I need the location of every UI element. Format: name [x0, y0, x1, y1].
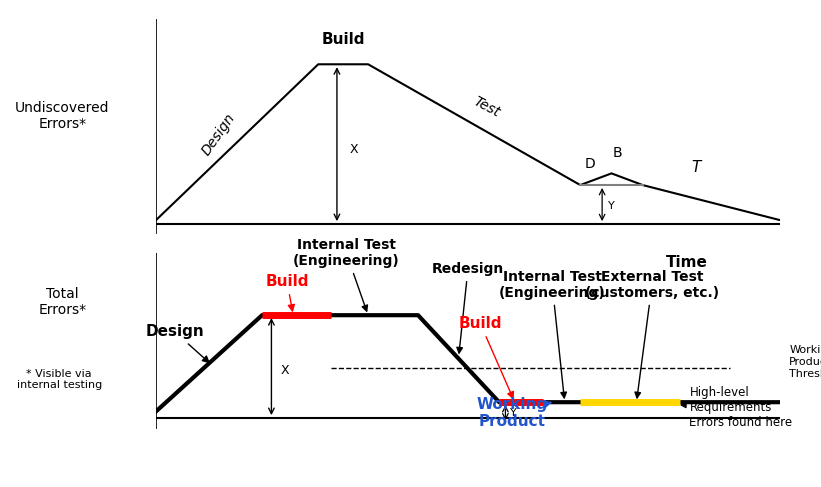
Text: Design: Design	[145, 324, 209, 362]
Text: Internal Test
(Engineering): Internal Test (Engineering)	[499, 269, 606, 398]
Text: High-level
Requirements
Errors found here: High-level Requirements Errors found her…	[681, 386, 792, 429]
Text: External Test
(customers, etc.): External Test (customers, etc.)	[585, 269, 719, 398]
Text: Total
Errors*: Total Errors*	[39, 287, 86, 318]
Text: B: B	[613, 146, 622, 160]
Text: Design: Design	[199, 111, 238, 158]
Text: Redesign: Redesign	[432, 262, 504, 353]
Text: D: D	[585, 157, 595, 171]
Text: X: X	[350, 144, 358, 156]
Text: Y: Y	[608, 202, 615, 211]
Text: T: T	[691, 160, 700, 175]
Text: Build: Build	[459, 317, 513, 398]
Text: Time: Time	[665, 255, 708, 270]
Text: Build: Build	[265, 274, 309, 311]
Text: Working
Product: Working Product	[476, 396, 551, 429]
Text: Working
Product
Threshold: Working Product Threshold	[789, 345, 821, 378]
Text: Undiscovered
Errors*: Undiscovered Errors*	[15, 101, 110, 131]
Text: X: X	[281, 364, 290, 377]
Text: Internal Test
(Engineering): Internal Test (Engineering)	[293, 238, 400, 311]
Text: Build: Build	[322, 32, 365, 47]
Text: * Visible via
internal testing: * Visible via internal testing	[16, 369, 102, 390]
Text: Y: Y	[510, 408, 516, 418]
Text: Test: Test	[471, 94, 502, 120]
